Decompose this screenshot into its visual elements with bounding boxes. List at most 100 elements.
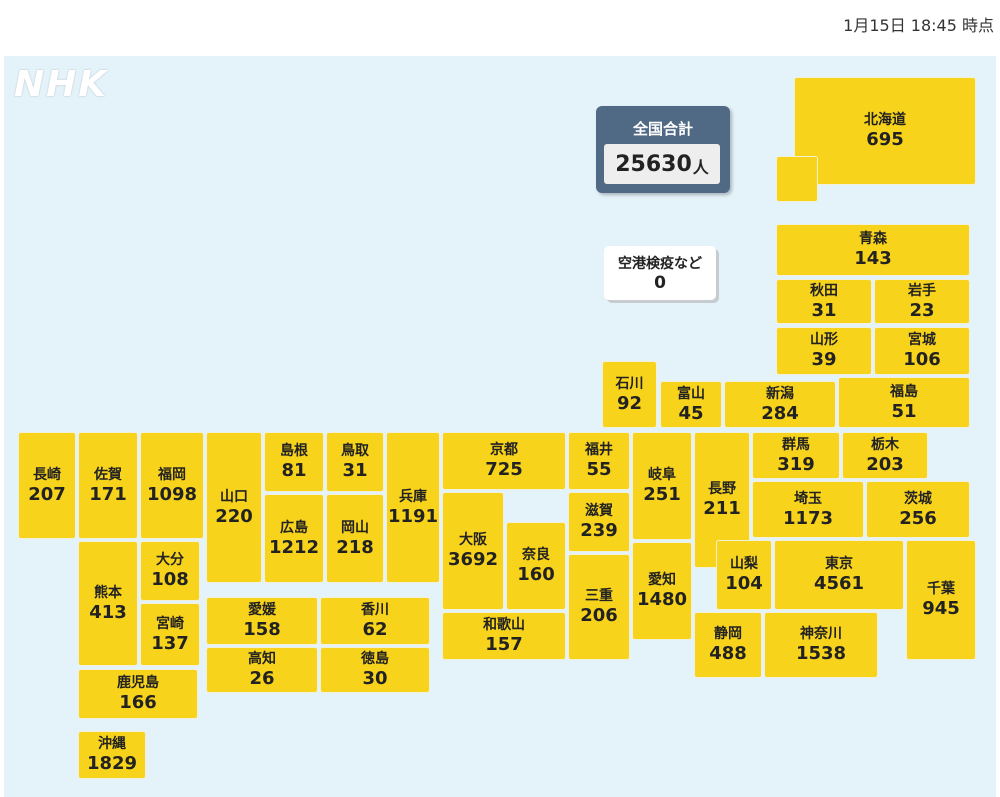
prefecture-tile[interactable]: 福井 55 xyxy=(568,432,630,490)
prefecture-name: 佐賀 xyxy=(94,466,122,483)
prefecture-name: 鹿児島 xyxy=(117,675,159,691)
prefecture-name: 岩手 xyxy=(908,282,936,299)
national-total-box: 25630 人 xyxy=(604,144,720,184)
prefecture-tile[interactable]: 京都 725 xyxy=(442,432,566,490)
prefecture-name: 三重 xyxy=(585,588,613,604)
prefecture-count: 4561 xyxy=(813,573,865,594)
prefecture-tile[interactable]: 富山 45 xyxy=(660,381,722,428)
prefecture-name: 東京 xyxy=(825,556,853,572)
prefecture-tile[interactable]: 広島 1212 xyxy=(264,494,324,583)
airport-quarantine-count: 0 xyxy=(654,273,666,293)
prefecture-name: 山口 xyxy=(220,488,248,505)
prefecture-tile[interactable]: 高知 26 xyxy=(206,647,318,693)
prefecture-tile[interactable]: 岐阜 251 xyxy=(632,432,692,540)
prefecture-tile[interactable]: 熊本 413 xyxy=(78,541,138,666)
prefecture-tile[interactable]: 山形 39 xyxy=(776,327,872,375)
prefecture-tile[interactable]: 愛知 1480 xyxy=(632,542,692,640)
national-total-count: 25630 xyxy=(615,151,692,177)
prefecture-name: 宮城 xyxy=(908,332,936,348)
prefecture-name: 岐阜 xyxy=(648,467,676,483)
prefecture-count: 1098 xyxy=(146,483,198,505)
prefecture-count: 81 xyxy=(281,460,307,481)
prefecture-tile[interactable]: 沖縄 1829 xyxy=(78,731,146,779)
prefecture-tile[interactable]: 千葉 945 xyxy=(906,540,976,660)
national-total-unit: 人 xyxy=(692,158,709,177)
prefecture-name: 鳥取 xyxy=(341,443,369,459)
prefecture-tile[interactable]: 長崎 207 xyxy=(18,432,76,539)
prefecture-tile[interactable]: 徳島 30 xyxy=(320,647,430,693)
prefecture-tile[interactable]: 奈良 160 xyxy=(506,522,566,610)
prefecture-tile[interactable]: 鹿児島 166 xyxy=(78,669,198,719)
prefecture-name: 愛媛 xyxy=(248,602,276,618)
prefecture-tile[interactable]: 青森 143 xyxy=(776,224,970,276)
prefecture-tile[interactable]: 石川 92 xyxy=(602,361,657,428)
national-total-panel: 全国合計 25630 人 xyxy=(596,106,730,193)
prefecture-tile[interactable]: 群馬 319 xyxy=(752,432,840,479)
prefecture-count: 1173 xyxy=(782,507,834,529)
prefecture-count: 160 xyxy=(517,564,555,585)
prefecture-tile[interactable]: 福島 51 xyxy=(838,377,970,428)
prefecture-count: 39 xyxy=(811,349,837,370)
prefecture-tile[interactable]: 宮崎 137 xyxy=(140,603,200,666)
prefecture-tile[interactable]: 福岡 1098 xyxy=(140,432,204,539)
prefecture-count: 171 xyxy=(89,483,127,505)
prefecture-tile[interactable]: 秋田 31 xyxy=(776,279,872,324)
prefecture-count: 158 xyxy=(243,619,281,640)
prefecture-tile[interactable]: 愛媛 158 xyxy=(206,597,318,645)
prefecture-tile[interactable]: 島根 81 xyxy=(264,432,324,492)
prefecture-name: 香川 xyxy=(361,602,389,618)
prefecture-count: 45 xyxy=(678,402,704,424)
prefecture-name: 千葉 xyxy=(927,581,955,597)
hokkaido-peninsula-shape xyxy=(776,156,818,202)
prefecture-tile[interactable]: 岩手 23 xyxy=(874,279,970,324)
prefecture-count: 1212 xyxy=(268,536,320,558)
prefecture-count: 1191 xyxy=(387,505,439,527)
prefecture-count: 23 xyxy=(909,299,935,321)
prefecture-count: 31 xyxy=(342,460,368,481)
prefecture-name: 富山 xyxy=(677,385,705,402)
airport-quarantine-label: 空港検疫など xyxy=(618,256,702,272)
prefecture-count: 143 xyxy=(854,248,892,269)
prefecture-count: 207 xyxy=(28,483,66,505)
prefecture-tile[interactable]: 和歌山 157 xyxy=(442,612,566,660)
prefecture-tile[interactable]: 栃木 203 xyxy=(842,432,928,479)
prefecture-count: 1829 xyxy=(86,753,138,774)
prefecture-tile[interactable]: 東京 4561 xyxy=(774,540,904,610)
prefecture-tile[interactable]: 埼玉 1173 xyxy=(752,481,864,538)
prefecture-tile[interactable]: 鳥取 31 xyxy=(326,432,384,492)
prefecture-count: 1538 xyxy=(795,643,847,664)
prefecture-tile[interactable]: 静岡 488 xyxy=(694,612,762,678)
prefecture-tile[interactable]: 神奈川 1538 xyxy=(764,612,878,678)
prefecture-tile[interactable]: 香川 62 xyxy=(320,597,430,645)
prefecture-tile[interactable]: 北海道 695 xyxy=(794,77,976,185)
prefecture-name: 長崎 xyxy=(33,466,61,483)
prefecture-count: 206 xyxy=(580,605,618,626)
prefecture-tile[interactable]: 三重 206 xyxy=(568,554,630,660)
prefecture-tile[interactable]: 大分 108 xyxy=(140,541,200,601)
prefecture-tile[interactable]: 山口 220 xyxy=(206,432,262,583)
prefecture-count: 319 xyxy=(777,453,815,475)
prefecture-count: 251 xyxy=(643,484,681,505)
prefecture-name: 大阪 xyxy=(459,532,487,548)
prefecture-name: 北海道 xyxy=(864,112,906,128)
prefecture-name: 青森 xyxy=(859,231,887,247)
national-total-label: 全国合計 xyxy=(632,120,693,138)
prefecture-tile[interactable]: 新潟 284 xyxy=(724,381,836,428)
prefecture-tile[interactable]: 兵庫 1191 xyxy=(386,432,440,583)
prefecture-tile[interactable]: 山梨 104 xyxy=(716,540,772,610)
prefecture-name: 福井 xyxy=(585,442,613,458)
prefecture-count: 104 xyxy=(725,573,763,594)
prefecture-tile[interactable]: 大阪 3692 xyxy=(442,492,504,610)
prefecture-name: 広島 xyxy=(280,519,308,536)
prefecture-tile[interactable]: 宮城 106 xyxy=(874,327,970,375)
prefecture-name: 大分 xyxy=(156,552,184,568)
prefecture-tile[interactable]: 岡山 218 xyxy=(326,494,384,583)
prefecture-name: 和歌山 xyxy=(483,617,525,633)
prefecture-tile[interactable]: 茨城 256 xyxy=(866,481,970,538)
prefecture-tile[interactable]: 佐賀 171 xyxy=(78,432,138,539)
prefecture-name: 愛知 xyxy=(648,572,676,588)
prefecture-count: 284 xyxy=(761,402,799,424)
airport-quarantine-box: 空港検疫など 0 xyxy=(604,246,716,300)
prefecture-count: 31 xyxy=(811,299,837,321)
prefecture-tile[interactable]: 滋賀 239 xyxy=(568,492,630,552)
